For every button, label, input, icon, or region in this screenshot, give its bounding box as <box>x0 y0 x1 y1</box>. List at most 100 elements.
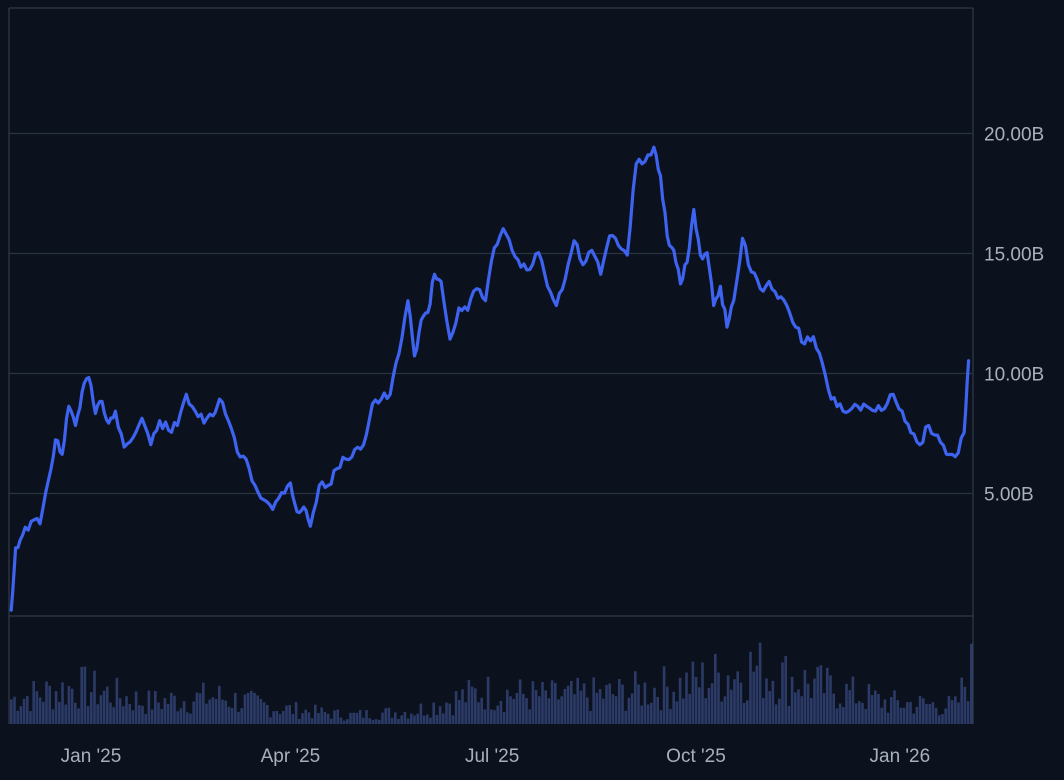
volume-bar <box>230 707 234 724</box>
volume-bar <box>659 710 663 724</box>
volume-bar <box>883 699 887 724</box>
volume-bar <box>163 698 167 724</box>
volume-bar <box>899 707 903 724</box>
volume-bar <box>656 697 659 724</box>
volume-bar <box>90 692 93 724</box>
volume-bar <box>934 707 938 724</box>
volume-bar <box>426 714 429 724</box>
volume-bar <box>259 699 263 724</box>
volume-bar <box>563 688 567 724</box>
volume-bar <box>413 715 416 724</box>
volume-bar <box>755 665 759 724</box>
volume-bar <box>800 696 803 724</box>
volume-bar <box>227 706 231 724</box>
volume-bar <box>829 675 832 724</box>
volume-bar <box>957 702 960 724</box>
volume-bar <box>640 705 643 724</box>
volume-bar <box>896 700 899 724</box>
volume-bar <box>902 707 906 724</box>
axis-layer: 5.00B 10.00B 15.00B 20.00B Jan '25 Apr '25 Jul… <box>61 125 1045 768</box>
volume-bar <box>157 702 160 724</box>
volume-bar <box>243 694 247 724</box>
volume-bar <box>387 707 391 724</box>
volume-bar <box>10 699 13 724</box>
volume-bar <box>150 709 154 724</box>
volume-bar <box>813 678 816 724</box>
volume-bar <box>214 699 218 724</box>
volume-bar <box>717 672 720 724</box>
volume-bar <box>208 699 211 724</box>
volume-bar <box>790 676 794 724</box>
volume-bar <box>35 691 39 724</box>
volume-bar <box>288 705 291 724</box>
volume-bar <box>614 696 618 724</box>
volume-bar <box>803 669 807 724</box>
volume-bar <box>691 661 695 724</box>
volume-bar <box>138 705 141 724</box>
volume-bar <box>269 717 272 724</box>
volume-bar <box>333 710 336 724</box>
volume-bar <box>406 718 410 724</box>
volume-bar <box>246 692 250 724</box>
volume-bar <box>726 675 730 724</box>
volume-bar <box>262 702 266 724</box>
volume-bar <box>733 679 736 724</box>
volume-bar <box>323 711 327 724</box>
volume-bar <box>822 693 826 724</box>
volume-bar <box>461 689 464 724</box>
x-tick-label: Jan '25 <box>61 746 122 767</box>
series-line <box>9 145 971 612</box>
volume-bar <box>627 697 631 724</box>
volume-bar <box>176 711 179 724</box>
volume-bar <box>960 677 963 724</box>
volume-bar <box>819 665 823 724</box>
volume-bar <box>579 690 583 724</box>
volume-bar <box>595 692 599 724</box>
volume-bar <box>112 707 115 724</box>
volume-bar <box>906 702 909 724</box>
volume-bar <box>550 680 554 724</box>
volume-bar <box>198 693 202 724</box>
volume-bar <box>22 698 26 724</box>
volume-bar <box>403 711 407 724</box>
volume-bar <box>32 681 35 724</box>
volume-bar <box>970 643 973 724</box>
volume-bar <box>378 719 381 724</box>
volume-bar <box>867 684 871 724</box>
volume-bar <box>298 719 301 724</box>
volume-bar <box>778 698 781 724</box>
volume-bar <box>950 700 954 724</box>
volume-bar <box>922 698 925 724</box>
volume-bar <box>557 699 560 724</box>
volume-bar <box>38 697 42 724</box>
volume-bar <box>454 691 458 724</box>
volume-bar <box>483 709 487 724</box>
volume-bar <box>294 701 298 724</box>
volume-bar <box>618 678 621 724</box>
line-layer <box>9 145 971 612</box>
volume-bar <box>83 666 87 724</box>
volume-bar <box>237 711 240 724</box>
volume-bar <box>250 690 253 724</box>
volume-bar <box>752 671 755 724</box>
volume-bar <box>122 706 125 724</box>
volume-bar <box>317 713 320 724</box>
volume-bar <box>253 692 256 724</box>
volume-bar <box>282 710 285 724</box>
volume-bar <box>672 691 675 724</box>
volume-bar <box>854 703 858 724</box>
x-tick-label: Oct '25 <box>666 746 726 767</box>
volume-bar <box>96 704 99 724</box>
volume-bar <box>141 705 144 724</box>
volume-bar <box>467 679 471 724</box>
volume-bar <box>576 677 579 724</box>
volume-bar <box>762 698 765 724</box>
volume-bar <box>851 676 855 724</box>
volume-bar <box>349 712 352 724</box>
volume-bar <box>893 690 896 724</box>
volume-bar <box>435 714 439 724</box>
volume-bar <box>666 686 669 724</box>
volume-layer <box>10 642 973 724</box>
volume-bar <box>611 694 615 724</box>
volume-bar <box>848 690 851 724</box>
